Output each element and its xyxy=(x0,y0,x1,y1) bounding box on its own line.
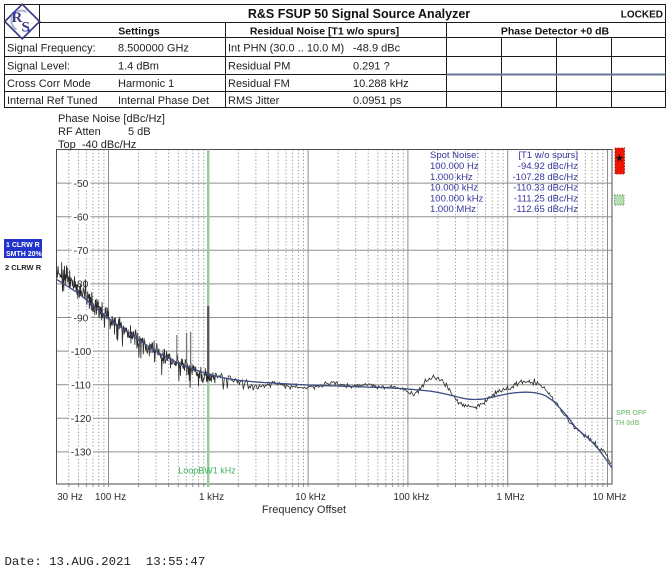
svg-text:-70: -70 xyxy=(74,246,89,257)
svg-text:10.288 kHz: 10.288 kHz xyxy=(353,78,409,90)
svg-text:Top -40 dBc/Hz: Top -40 dBc/Hz xyxy=(58,139,136,151)
svg-text:Phase Noise [dBc/Hz]: Phase Noise [dBc/Hz] xyxy=(58,113,165,125)
svg-text:10 kHz: 10 kHz xyxy=(295,492,326,503)
svg-text:★: ★ xyxy=(615,153,625,165)
svg-text:10 MHz: 10 MHz xyxy=(593,492,627,503)
svg-text:100.000 Hz: 100.000 Hz xyxy=(430,161,479,172)
svg-text:-111.25 dBc/Hz: -111.25 dBc/Hz xyxy=(514,193,578,204)
svg-text:Signal Frequency:: Signal Frequency: xyxy=(7,43,96,55)
svg-text:R&S FSUP 50 Signal Source Anal: R&S FSUP 50 Signal Source Analyzer xyxy=(248,7,470,21)
svg-text:-90: -90 xyxy=(74,313,89,324)
svg-text:-50: -50 xyxy=(74,179,89,190)
svg-text:0.291 ?: 0.291 ? xyxy=(353,61,390,73)
svg-text:-48.9 dBc: -48.9 dBc xyxy=(353,43,401,55)
svg-text:Internal Ref Tuned: Internal Ref Tuned xyxy=(7,95,98,107)
svg-text:LOCKED: LOCKED xyxy=(621,10,663,21)
svg-text:Spot Noise:: Spot Noise: xyxy=(430,150,479,161)
svg-text:-110: -110 xyxy=(71,381,91,392)
svg-text:RMS Jitter: RMS Jitter xyxy=(228,95,280,107)
svg-text:-60: -60 xyxy=(74,213,89,224)
svg-text:-112.65 dBc/Hz: -112.65 dBc/Hz xyxy=(513,204,578,215)
svg-text:Residual PM: Residual PM xyxy=(228,61,290,73)
svg-text:S: S xyxy=(22,20,30,36)
svg-text:1.000 kHz: 1.000 kHz xyxy=(430,172,473,183)
svg-text:Phase Detector +0 dB: Phase Detector +0 dB xyxy=(501,26,610,38)
svg-text:100 kHz: 100 kHz xyxy=(394,492,430,503)
svg-text:10.000 kHz: 10.000 kHz xyxy=(430,183,478,194)
svg-text:1.000 MHz: 1.000 MHz xyxy=(430,204,476,215)
svg-text:-94.92 dBc/Hz: -94.92 dBc/Hz xyxy=(518,161,578,172)
svg-text:5 dB: 5 dB xyxy=(128,126,151,138)
svg-text:Int PHN (30.0 .. 10.0 M): Int PHN (30.0 .. 10.0 M) xyxy=(228,43,344,55)
svg-text:R: R xyxy=(12,10,23,26)
svg-text:Residual FM: Residual FM xyxy=(228,78,290,90)
svg-text:1 kHz: 1 kHz xyxy=(199,492,224,503)
svg-text:Residual Noise [T1 w/o spurs]: Residual Noise [T1 w/o spurs] xyxy=(250,26,399,38)
svg-text:-100: -100 xyxy=(71,347,92,358)
svg-text:100 Hz: 100 Hz xyxy=(95,492,126,503)
svg-text:0.0951 ps: 0.0951 ps xyxy=(353,95,402,107)
svg-text:Signal Level:: Signal Level: xyxy=(7,61,70,73)
svg-text:Harmonic 1: Harmonic 1 xyxy=(118,78,174,90)
svg-text:Cross Corr Mode: Cross Corr Mode xyxy=(7,78,91,90)
svg-text:-107.28 dBc/Hz: -107.28 dBc/Hz xyxy=(513,172,579,183)
svg-text:1 MHz: 1 MHz xyxy=(496,492,524,503)
svg-text:2 CLRW R: 2 CLRW R xyxy=(5,263,42,272)
svg-text:TH 0dB: TH 0dB xyxy=(615,420,640,427)
svg-text:Date: 13.AUG.2021 13:55:47: Date: 13.AUG.2021 13:55:47 xyxy=(5,555,206,569)
svg-text:100.000 kHz: 100.000 kHz xyxy=(430,193,484,204)
svg-text:-80: -80 xyxy=(74,280,89,291)
svg-text:-110.33 dBc/Hz: -110.33 dBc/Hz xyxy=(513,183,578,194)
svg-text:LoopBW1 kHz: LoopBW1 kHz xyxy=(178,466,236,476)
svg-text:SPR OFF: SPR OFF xyxy=(616,410,647,417)
svg-text:30 Hz: 30 Hz xyxy=(57,492,83,503)
svg-text:-120: -120 xyxy=(71,414,92,425)
svg-text:SMTH 20%: SMTH 20% xyxy=(6,251,43,258)
svg-text:[T1 w/o spurs]: [T1 w/o spurs] xyxy=(518,150,578,161)
svg-text:1 CLRW R: 1 CLRW R xyxy=(6,242,40,249)
svg-text:1.4 dBm: 1.4 dBm xyxy=(118,61,159,73)
svg-text:8.500000 GHz: 8.500000 GHz xyxy=(118,43,189,55)
svg-text:-130: -130 xyxy=(71,448,92,459)
svg-text:Settings: Settings xyxy=(118,26,160,38)
svg-text:RF Atten: RF Atten xyxy=(58,126,101,138)
svg-text:Internal Phase Det: Internal Phase Det xyxy=(118,95,209,107)
svg-text:Frequency Offset: Frequency Offset xyxy=(262,504,346,516)
